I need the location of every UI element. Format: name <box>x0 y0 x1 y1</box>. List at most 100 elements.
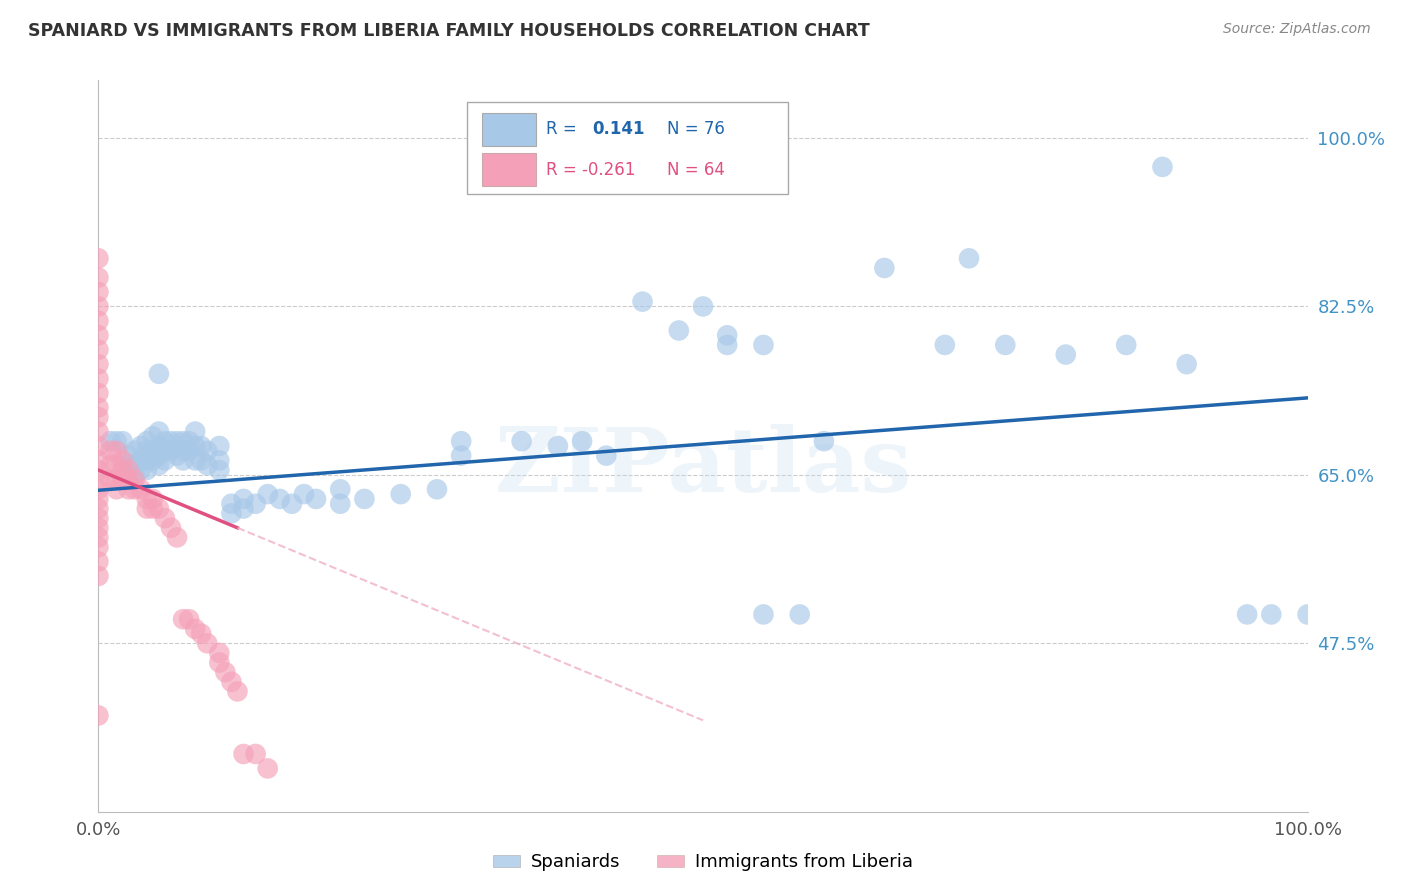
Point <box>105 443 128 458</box>
Point <box>87 410 110 425</box>
Point <box>148 367 170 381</box>
Point <box>160 521 183 535</box>
Point <box>100 473 122 487</box>
Point <box>1054 347 1077 362</box>
Point <box>105 483 128 497</box>
Point <box>184 439 207 453</box>
Point <box>1236 607 1258 622</box>
Point <box>1152 160 1174 174</box>
Point <box>281 497 304 511</box>
Point <box>1175 357 1198 371</box>
Point <box>716 328 738 343</box>
Point <box>208 646 231 660</box>
Point <box>389 487 412 501</box>
Point <box>87 540 110 554</box>
Point <box>118 458 141 473</box>
Point <box>426 483 449 497</box>
Point <box>129 453 152 467</box>
Point <box>111 463 134 477</box>
Point <box>87 252 110 266</box>
Point <box>118 483 141 497</box>
Point <box>129 439 152 453</box>
Point <box>716 338 738 352</box>
Point <box>124 458 146 473</box>
Point <box>214 665 236 680</box>
Point <box>87 328 110 343</box>
Point <box>100 443 122 458</box>
Point <box>87 501 110 516</box>
Point <box>179 443 201 458</box>
Point <box>129 463 152 477</box>
Point <box>245 497 267 511</box>
Point <box>172 443 194 458</box>
Point <box>87 386 110 401</box>
Text: SPANIARD VS IMMIGRANTS FROM LIBERIA FAMILY HOUSEHOLDS CORRELATION CHART: SPANIARD VS IMMIGRANTS FROM LIBERIA FAMI… <box>28 22 870 40</box>
Point <box>129 483 152 497</box>
Point <box>124 443 146 458</box>
Point <box>353 491 375 506</box>
Point <box>256 487 278 501</box>
Point <box>105 473 128 487</box>
Point <box>752 607 775 622</box>
Point <box>118 473 141 487</box>
Point <box>1115 338 1137 352</box>
FancyBboxPatch shape <box>482 153 536 186</box>
Point <box>256 761 278 775</box>
Point <box>124 483 146 497</box>
Point <box>142 443 165 458</box>
Point <box>813 434 835 449</box>
Point <box>87 285 110 299</box>
Point <box>87 708 110 723</box>
Point <box>87 343 110 357</box>
Point <box>87 569 110 583</box>
Text: 0.141: 0.141 <box>592 120 644 138</box>
Point <box>668 324 690 338</box>
Point <box>135 443 157 458</box>
Point <box>510 434 533 449</box>
Point <box>208 463 231 477</box>
Point <box>179 434 201 449</box>
Point <box>184 622 207 636</box>
Text: R = -0.261: R = -0.261 <box>546 161 636 178</box>
Point <box>118 449 141 463</box>
Text: Source: ZipAtlas.com: Source: ZipAtlas.com <box>1223 22 1371 37</box>
Point <box>87 453 110 467</box>
Point <box>124 473 146 487</box>
Point <box>450 434 472 449</box>
Point <box>221 497 243 511</box>
Point <box>195 458 218 473</box>
Point <box>269 491 291 506</box>
Point <box>87 371 110 385</box>
Point <box>87 530 110 544</box>
Point <box>172 612 194 626</box>
Point <box>142 429 165 443</box>
Point <box>172 453 194 467</box>
Point <box>232 491 254 506</box>
Point <box>208 439 231 453</box>
Point <box>142 491 165 506</box>
Point <box>148 439 170 453</box>
Point <box>111 453 134 467</box>
FancyBboxPatch shape <box>467 103 787 194</box>
Point <box>329 497 352 511</box>
Point <box>166 434 188 449</box>
Text: ZIPatlas: ZIPatlas <box>495 425 911 511</box>
Point <box>595 449 617 463</box>
FancyBboxPatch shape <box>482 113 536 146</box>
Point <box>87 300 110 314</box>
Point <box>135 501 157 516</box>
Point <box>232 747 254 761</box>
Point <box>118 463 141 477</box>
Point <box>692 300 714 314</box>
Point <box>87 554 110 568</box>
Point <box>124 467 146 482</box>
Point <box>195 636 218 650</box>
Point <box>87 511 110 525</box>
Point <box>450 449 472 463</box>
Point <box>789 607 811 622</box>
Point <box>190 626 212 640</box>
Point <box>208 656 231 670</box>
Point <box>153 443 176 458</box>
Point <box>135 434 157 449</box>
Point <box>752 338 775 352</box>
